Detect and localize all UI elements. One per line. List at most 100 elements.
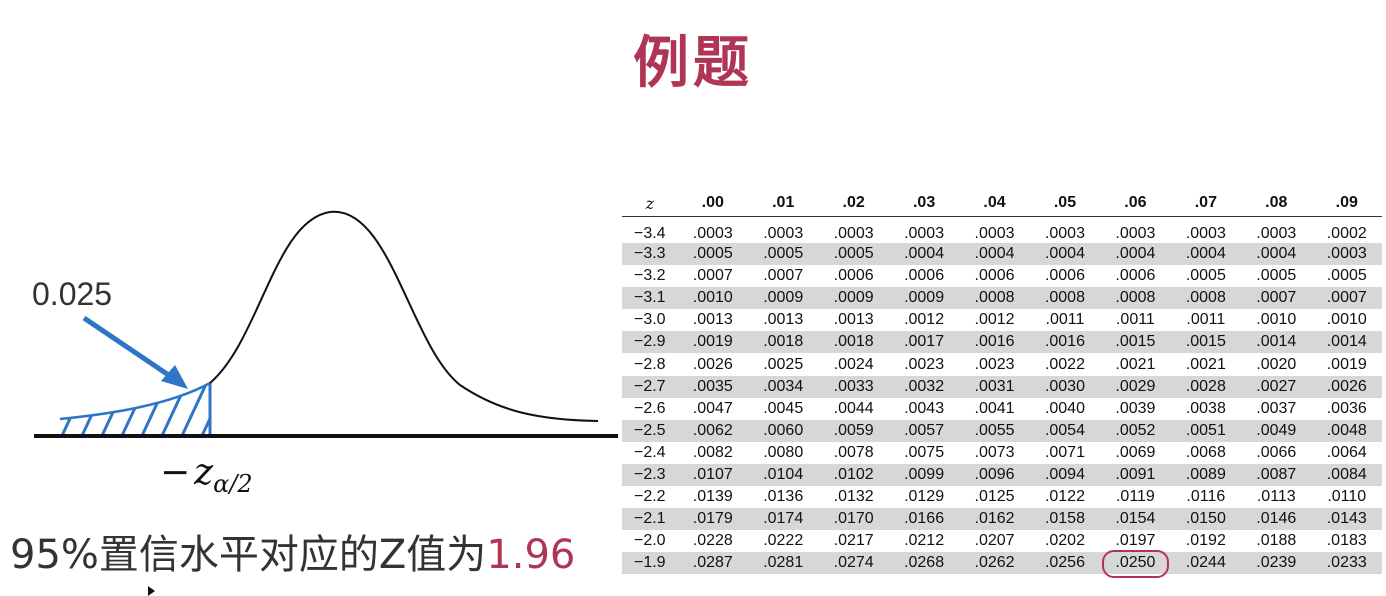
table-cell: .0256 [1029, 552, 1101, 575]
table-cell: .0073 [974, 443, 1015, 461]
table-cell: .0064 [1326, 443, 1367, 461]
table-cell: .0003 [833, 225, 874, 242]
table-cell: .0037 [1256, 399, 1297, 417]
table-row: −3.2 .0007 .0007 .0006 .0006 .0006 .0006 .0006.… [622, 265, 1382, 287]
z-table-body: −3.4 .0003 .0003 .0003 .0003 .0003 .0003 .0003.… [622, 217, 1382, 579]
row-z-value: −2.1 [622, 508, 678, 531]
table-cell: .0268 [888, 552, 960, 575]
row-z-value: −2.8 [633, 355, 666, 373]
table-cell: .0013 [692, 311, 733, 329]
table-cell: .0170 [818, 508, 889, 531]
header-col: .07 [1170, 190, 1242, 217]
table-cell: .0174 [748, 508, 819, 531]
table-cell: .0005 [1256, 267, 1297, 285]
row-z-value: −3.1 [622, 287, 678, 310]
table-cell: .0007 [1241, 287, 1312, 310]
row-z-value: −2.4 [633, 443, 666, 461]
table-cell: .0136 [763, 488, 804, 506]
table-cell: .0099 [888, 463, 960, 487]
table-cell: .0122 [1044, 488, 1085, 506]
table-row: −3.3.0005.0005.0005.0004.0004.0004.0004.… [622, 243, 1382, 266]
table-cell: .0071 [1044, 443, 1085, 461]
table-cell: .0006 [1044, 267, 1085, 285]
row-z-value: −3.4 [633, 225, 666, 242]
header-col: .03 [888, 190, 960, 217]
table-row: −1.9.0287.0281.0274.0268.0262.0256.0250.… [622, 550, 1382, 579]
table-row: −3.4 .0003 .0003 .0003 .0003 .0003 .0003 .0003.… [622, 217, 1382, 244]
table-cell: .0006 [833, 267, 874, 285]
table-cell: .0107 [677, 463, 748, 487]
table-cell: .0044 [833, 399, 874, 417]
table-cell: .0043 [904, 399, 945, 417]
tail-probability-label: 0.025 [32, 276, 113, 312]
table-row: −2.0 .0228 .0222 .0217 .0212 .0207 .0202 .0197.… [622, 530, 1382, 552]
table-row: −2.9.0019.0018.0018.0017.0016.0016.0015.… [622, 331, 1382, 354]
table-cell: .0016 [1029, 331, 1101, 354]
table-cell: .0239 [1241, 552, 1312, 575]
table-cell: .0154 [1100, 508, 1171, 531]
table-row: −2.2 .0139 .0136 .0132 .0129 .0125 .0122 .0119.… [622, 486, 1382, 508]
table-cell: .0057 [888, 419, 960, 442]
table-cell: .0069 [1115, 443, 1156, 461]
table-cell: .0040 [1044, 399, 1085, 417]
conclusion-value: 1.96 [486, 532, 576, 578]
z-symbol: z [194, 452, 214, 493]
table-cell: .0045 [763, 399, 804, 417]
table-cell: .0049 [1241, 419, 1312, 442]
table-cell: .0003 [763, 225, 804, 242]
table-cell: .0096 [959, 463, 1030, 487]
header-col: .01 [748, 190, 819, 217]
table-cell: .0119 [1115, 488, 1155, 506]
highlighted-cell: .0250 [1100, 550, 1171, 579]
table-cell: .0009 [888, 287, 960, 310]
table-cell: .0041 [974, 399, 1015, 417]
table-cell: .0051 [1170, 419, 1242, 442]
table-cell: .0003 [1256, 225, 1297, 242]
table-cell: .0004 [1170, 243, 1242, 266]
table-cell: .0287 [677, 552, 748, 575]
row-z-value: −2.9 [622, 331, 678, 354]
table-cell: .0010 [677, 287, 748, 310]
table-cell: .0047 [692, 399, 733, 417]
table-row: −2.7.0035.0034.0033.0032.0031.0030.0029.… [622, 375, 1382, 398]
table-cell: .0006 [1115, 267, 1156, 285]
table-cell: .0032 [888, 375, 960, 398]
table-cell: .0007 [1311, 287, 1382, 310]
header-col: .09 [1311, 190, 1382, 217]
table-cell: .0059 [818, 419, 889, 442]
hatch-line [220, 380, 248, 440]
table-cell: .0026 [1311, 375, 1382, 398]
table-cell: .0132 [833, 488, 874, 506]
table-cell: .0014 [1241, 331, 1312, 354]
table-cell: .0075 [904, 443, 945, 461]
row-z-value: −3.2 [633, 267, 666, 285]
table-cell: .0016 [959, 331, 1030, 354]
table-cell: .0217 [833, 532, 874, 550]
table-cell: .0015 [1170, 331, 1242, 354]
table-cell: .0036 [1326, 399, 1367, 417]
table-cell: .0143 [1311, 508, 1382, 531]
table-row: −3.0 .0013 .0013 .0013 .0012 .0012 .0011 .0011.… [622, 309, 1382, 331]
table-cell: .0005 [1185, 267, 1226, 285]
table-row: −3.1.0010.0009.0009.0009.0008.0008.0008.… [622, 287, 1382, 310]
slide-title: 例题 [633, 31, 753, 96]
table-cell: .0007 [692, 267, 733, 285]
row-z-value: −2.0 [633, 532, 666, 550]
table-cell: .0183 [1326, 532, 1367, 550]
table-cell: .0113 [1256, 488, 1296, 506]
header-col: .02 [818, 190, 889, 217]
tail-edge [59, 381, 211, 421]
row-z-value: −2.6 [633, 399, 666, 417]
table-cell: .0060 [748, 419, 819, 442]
row-z-value: −2.2 [633, 488, 666, 506]
row-z-value: −3.0 [633, 311, 666, 329]
table-cell: .0054 [1029, 419, 1101, 442]
table-cell: .0055 [959, 419, 1030, 442]
table-cell: .0028 [1170, 375, 1242, 398]
table-cell: .0003 [1044, 225, 1085, 242]
table-cell: .0179 [677, 508, 748, 531]
conclusion-text: 95%置信水平对应的Z值为1.96 [10, 522, 575, 580]
table-cell: .0228 [692, 532, 733, 550]
table-row: −2.5.0062.0060.0059.0057.0055.0054.0052.… [622, 419, 1382, 442]
table-cell: .0005 [818, 243, 889, 266]
